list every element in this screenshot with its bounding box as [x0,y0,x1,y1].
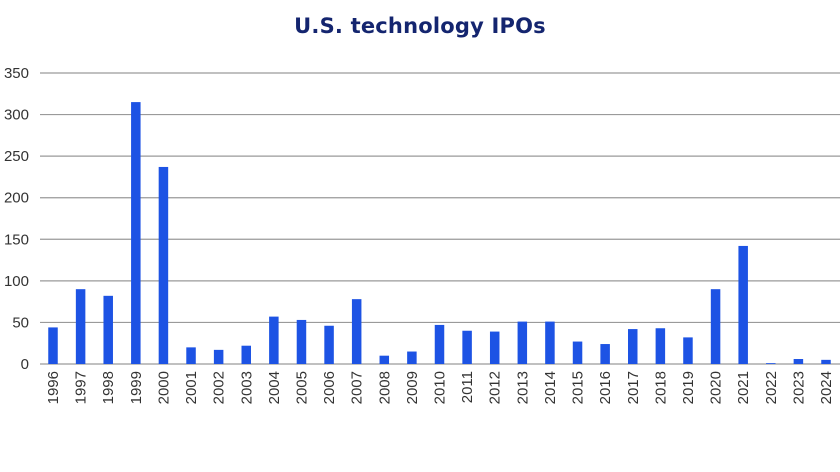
bar-1997 [75,289,86,364]
bar-2016 [600,344,610,364]
bar-2015 [572,341,583,364]
bar-2009 [407,351,417,364]
y-tick-label: 50 [12,314,29,331]
bar-2010 [434,324,445,364]
x-tick-label: 1996 [45,371,62,404]
x-tick-label: 2007 [349,371,366,404]
bar-2011 [462,330,472,364]
y-tick-label: 350 [4,65,29,82]
bar-2017 [628,329,638,364]
bar-2001 [186,347,196,364]
x-tick-label: 2004 [266,371,283,404]
x-tick-label: 2022 [763,371,780,404]
x-tick-label: 2013 [514,371,531,404]
bar-2018 [655,328,666,364]
bar-2023 [793,359,804,364]
x-tick-label: 2001 [183,371,200,404]
bar-2006 [324,325,334,364]
x-tick-label: 2011 [459,371,476,403]
bar-2024 [821,359,831,364]
x-tick-label: 2012 [487,371,504,404]
x-tick-label: 2003 [238,371,255,404]
x-tick-label: 2005 [293,371,310,404]
x-tick-label: 2021 [735,371,752,404]
x-tick-label: 2015 [570,371,587,404]
x-tick-label: 2009 [404,371,421,404]
x-tick-label: 2023 [790,371,807,404]
bar-1996 [48,327,58,364]
bar-2019 [683,337,693,364]
x-tick-label: 1997 [73,371,90,404]
bar-2005 [296,319,307,364]
bar-2002 [213,349,224,364]
bars [48,102,831,364]
x-tick-label: 2018 [652,371,669,404]
bar-2004 [269,316,279,364]
chart-title: U.S. technology IPOs [294,14,546,38]
gridlines [40,72,840,365]
bar-2003 [241,345,251,364]
x-tick-label: 2024 [818,371,835,404]
x-tick-label: 2014 [542,371,559,404]
y-tick-label: 200 [4,190,29,207]
y-tick-label: 100 [4,273,29,290]
y-tick-label: 250 [4,148,29,165]
x-tick-label: 1999 [128,371,145,404]
x-tick-label: 2002 [211,371,228,404]
y-tick-label: 150 [4,231,29,248]
y-tick-label: 300 [4,107,29,124]
x-tick-label: 2020 [708,371,725,404]
x-tick-label: 2016 [597,371,614,404]
bar-2013 [517,321,528,364]
bar-1998 [103,295,113,364]
y-tick-label: 0 [21,356,29,373]
bar-2014 [545,321,555,364]
x-tick-label: 2008 [376,371,393,404]
bar-2012 [489,331,500,364]
x-tick-label: 2017 [625,371,642,404]
bar-2007 [351,299,362,364]
x-tick-label: 1998 [100,371,117,404]
x-tick-label: 2010 [432,371,449,404]
y-axis-ticks: 0 50 100 150 200 250 300 350 [4,65,29,373]
bar-2021 [738,245,748,364]
bar-2008 [379,355,390,364]
x-tick-label: 2000 [155,371,172,404]
bar-2000 [158,166,169,364]
x-tick-label: 2019 [680,371,697,404]
bar-2020 [710,289,721,364]
bar-2022 [766,363,776,364]
x-tick-label: 2006 [321,371,338,404]
bar-1999 [131,102,141,364]
x-axis-ticks: 1996 1997 1998 1999 2000 2001 2002 2003 2004 2005… [45,371,835,404]
